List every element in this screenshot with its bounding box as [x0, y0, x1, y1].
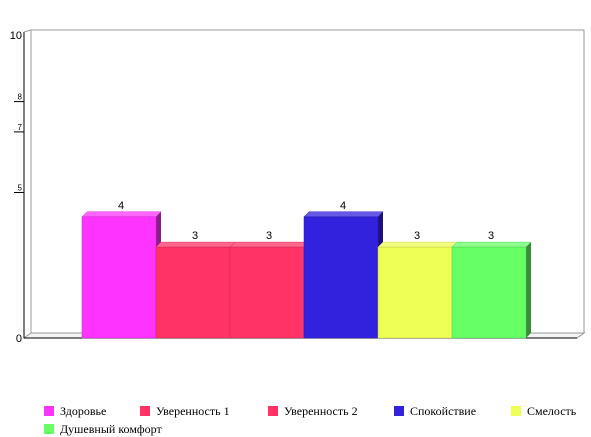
bar [155, 241, 236, 339]
legend-label: Спокойствие [410, 403, 477, 418]
data-label-text: 4 [118, 200, 124, 212]
data-label-text: 3 [192, 230, 198, 242]
legend-label: Смелость [527, 403, 577, 418]
bar-top-face [81, 211, 162, 218]
legend-swatch [268, 406, 278, 416]
legend-item: Уверенность 1 [140, 404, 230, 418]
bar [229, 241, 310, 339]
y-tick-label: 5 [18, 184, 23, 193]
bar-chart: 0 5 7 8 10 4 3 3 4 3 3 [10, 29, 586, 345]
legend-item: Смелость [511, 404, 576, 418]
data-label: 3 [411, 229, 423, 242]
data-label-background [485, 229, 497, 242]
chart-bars [81, 211, 532, 339]
legend-swatch [140, 406, 150, 416]
legend-swatch [394, 406, 404, 416]
legend-item: Уверенность 2 [268, 404, 358, 418]
bar-side-face [526, 242, 531, 338]
bar [451, 241, 532, 339]
legend-label: Уверенность 2 [284, 403, 358, 418]
data-label: 4 [115, 198, 127, 212]
data-label: 3 [485, 229, 497, 242]
data-label-text: 3 [414, 230, 420, 242]
data-label-text: 3 [488, 230, 494, 242]
data-label-text: 3 [266, 230, 272, 242]
legend-swatch [44, 406, 54, 416]
legend-label: Душевный комфорт [60, 421, 162, 436]
legend-label: Здоровье [60, 403, 107, 418]
y-tick-label: 10 [10, 30, 22, 42]
y-tick-label: 0 [16, 333, 22, 345]
bar-top-face [229, 241, 310, 248]
data-label-background [337, 198, 349, 211]
bar-top-face [377, 241, 458, 248]
legend-swatch [511, 406, 521, 416]
bar-front-face [155, 246, 231, 339]
bar [303, 211, 384, 339]
legend-item: Спокойствие [394, 404, 476, 418]
bar-front-face [451, 246, 527, 339]
legend-swatch [44, 424, 54, 434]
bar-front-face [377, 246, 453, 339]
bar-top-face [155, 241, 236, 248]
bar-front-face [229, 246, 305, 339]
data-label-background [189, 229, 201, 242]
data-label-background [263, 229, 275, 242]
back-wall [30, 29, 585, 333]
data-label-background [411, 229, 423, 242]
bar-front-face [81, 216, 157, 339]
data-label: 3 [189, 229, 201, 242]
bar [377, 241, 458, 339]
data-label: 3 [263, 229, 275, 242]
bar-top-face [303, 211, 384, 218]
data-labels: 4 3 3 4 3 3 [115, 198, 497, 242]
bar-front-face [303, 216, 379, 339]
bar [81, 211, 162, 339]
legend-item: Душевный комфорт [44, 422, 162, 436]
data-label: 4 [337, 198, 349, 212]
legend-item: Здоровье [44, 404, 106, 418]
y-tick-label: 7 [18, 123, 23, 132]
data-label-background [115, 198, 127, 211]
data-label-text: 4 [340, 200, 346, 212]
axis-depth-line [23, 29, 32, 33]
bar-top-face [451, 241, 532, 248]
legend-label: Уверенность 1 [156, 403, 230, 418]
y-tick-label: 8 [18, 93, 23, 102]
y-axis-ticks: 0 5 7 8 10 [10, 30, 24, 345]
